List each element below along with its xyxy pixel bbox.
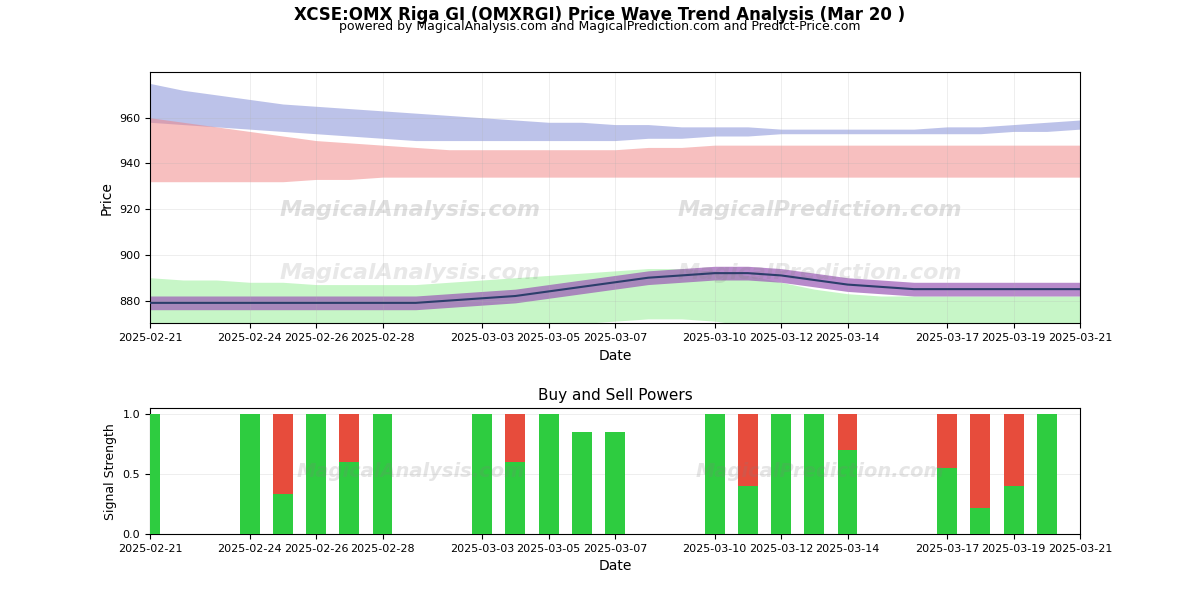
Bar [272, 494, 293, 534]
X-axis label: Date: Date [599, 559, 631, 573]
X-axis label: Date: Date [599, 349, 631, 363]
Bar [838, 414, 858, 450]
Bar [1003, 414, 1024, 486]
Bar [1037, 414, 1057, 534]
Bar [306, 414, 326, 534]
Bar [272, 414, 293, 494]
Text: MagicalPrediction.com: MagicalPrediction.com [677, 263, 962, 283]
Bar [372, 414, 392, 534]
Text: MagicalPrediction.com: MagicalPrediction.com [695, 461, 944, 481]
Bar [505, 462, 526, 534]
Bar [240, 414, 259, 534]
Bar [472, 414, 492, 534]
Bar [971, 508, 990, 534]
Text: MagicalAnalysis.com: MagicalAnalysis.com [280, 200, 541, 220]
Bar [937, 468, 958, 534]
Title: Buy and Sell Powers: Buy and Sell Powers [538, 388, 692, 403]
Bar [738, 486, 758, 534]
Text: MagicalPrediction.com: MagicalPrediction.com [677, 200, 962, 220]
Text: MagicalAnalysis.com: MagicalAnalysis.com [280, 263, 541, 283]
Bar [539, 414, 558, 534]
Bar [704, 414, 725, 534]
Text: XCSE:OMX Riga GI (OMXRGI) Price Wave Trend Analysis (Mar 20 ): XCSE:OMX Riga GI (OMXRGI) Price Wave Tre… [294, 6, 906, 24]
Bar [340, 462, 359, 534]
Bar [572, 432, 592, 534]
Bar [140, 414, 160, 534]
Bar [804, 414, 824, 534]
Bar [772, 414, 791, 534]
Text: MagicalAnalysis.com: MagicalAnalysis.com [296, 461, 524, 481]
Bar [838, 450, 858, 534]
Bar [971, 414, 990, 508]
Y-axis label: Signal Strength: Signal Strength [104, 423, 118, 520]
Text: powered by MagicalAnalysis.com and MagicalPrediction.com and Predict-Price.com: powered by MagicalAnalysis.com and Magic… [340, 20, 860, 33]
Bar [340, 414, 359, 462]
Bar [605, 432, 625, 534]
Bar [505, 414, 526, 462]
Bar [1003, 486, 1024, 534]
Bar [937, 414, 958, 468]
Bar [738, 414, 758, 486]
Y-axis label: Price: Price [100, 181, 114, 215]
